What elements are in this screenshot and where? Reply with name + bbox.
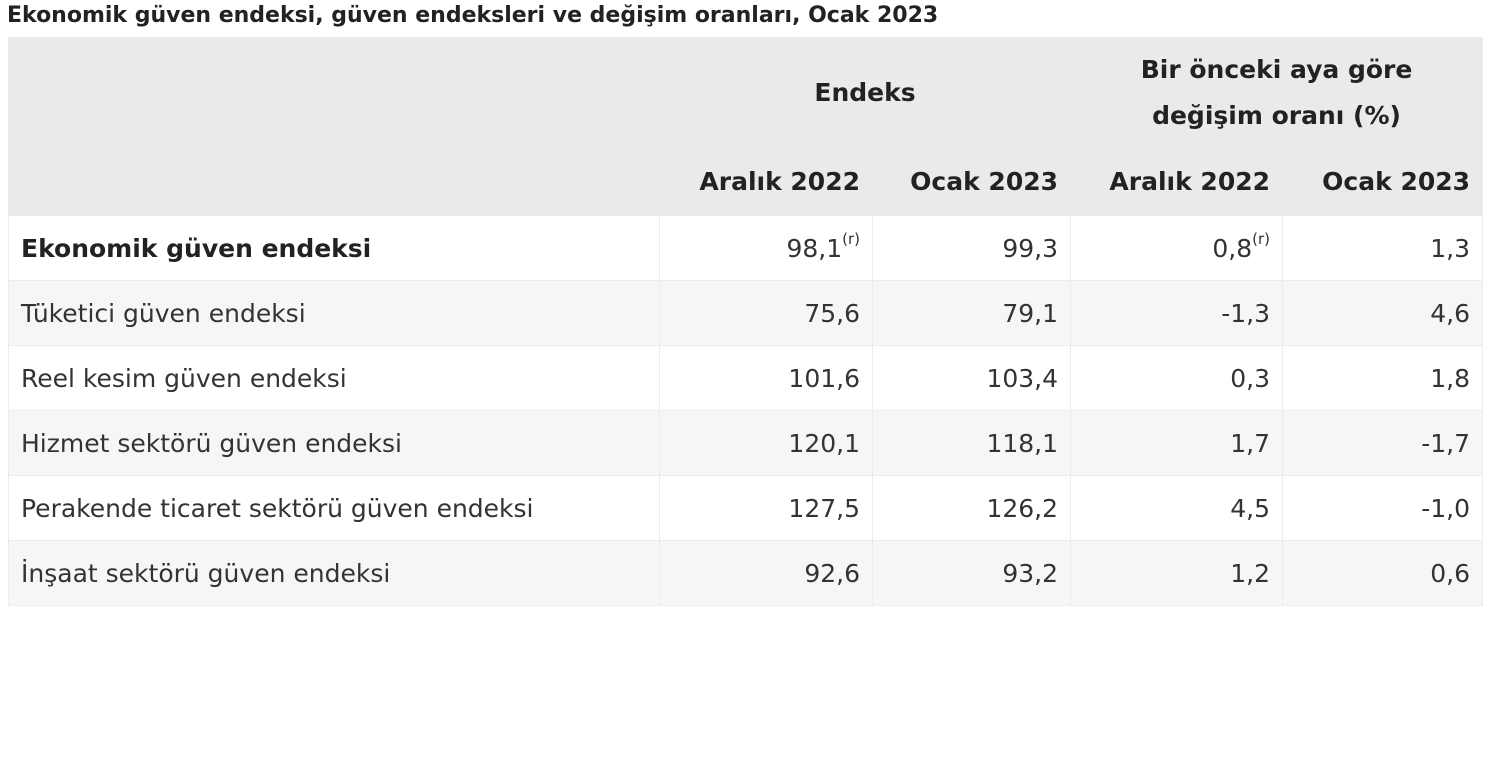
header-row-groups: Endeks Bir önceki aya göre değişim oranı… bbox=[8, 37, 1484, 148]
cell-index-dec-2022: 92,6 bbox=[659, 540, 873, 606]
header-group-index: Endeks bbox=[658, 37, 1072, 148]
confidence-index-table: Endeks Bir önceki aya göre değişim oranı… bbox=[8, 37, 1484, 606]
revised-note: (r) bbox=[1252, 229, 1271, 248]
cell-change-jan-2023: 4,6 bbox=[1282, 280, 1484, 346]
header-empty-cell bbox=[8, 37, 660, 148]
header-col-change-jan-2023: Ocak 2023 bbox=[1282, 147, 1484, 216]
cell-change-dec-2022: 0,8(r) bbox=[1070, 215, 1284, 281]
header-col-index-dec-2022: Aralık 2022 bbox=[659, 147, 873, 216]
cell-change-dec-2022: 1,2 bbox=[1070, 540, 1284, 606]
header-group-change-line1: Bir önceki aya göre bbox=[1140, 54, 1413, 84]
row-label: Reel kesim güven endeksi bbox=[8, 345, 660, 411]
cell-index-dec-2022: 98,1(r) bbox=[659, 215, 873, 281]
header-col-change-dec-2022: Aralık 2022 bbox=[1070, 147, 1284, 216]
cell-change-dec-2022: 4,5 bbox=[1070, 475, 1284, 541]
cell-index-jan-2023: 93,2 bbox=[871, 540, 1072, 606]
row-label: İnşaat sektörü güven endeksi bbox=[8, 540, 660, 606]
cell-index-jan-2023: 103,4 bbox=[871, 345, 1072, 411]
header-col-index-jan-2023: Ocak 2023 bbox=[871, 147, 1072, 216]
cell-index-dec-2022: 75,6 bbox=[659, 280, 873, 346]
cell-change-dec-2022: 0,3 bbox=[1070, 345, 1284, 411]
cell-index-dec-2022: 120,1 bbox=[659, 410, 873, 476]
header-row-months: Aralık 2022 Ocak 2023 Aralık 2022 Ocak 2… bbox=[8, 147, 1484, 216]
table-row: Ekonomik güven endeksi 98,1(r) 99,3 0,8(… bbox=[8, 215, 1484, 281]
cell-change-jan-2023: 1,3 bbox=[1282, 215, 1484, 281]
cell-change-jan-2023: -1,0 bbox=[1282, 475, 1484, 541]
header-group-change-line2: değişim oranı (%) bbox=[1152, 100, 1401, 130]
header-empty-cell bbox=[8, 147, 660, 216]
table-row: İnşaat sektörü güven endeksi 92,6 93,2 1… bbox=[8, 540, 1484, 606]
table-row: Tüketici güven endeksi 75,6 79,1 -1,3 4,… bbox=[8, 280, 1484, 346]
cell-change-dec-2022: -1,3 bbox=[1070, 280, 1284, 346]
table-row: Reel kesim güven endeksi 101,6 103,4 0,3… bbox=[8, 345, 1484, 411]
cell-change-jan-2023: -1,7 bbox=[1282, 410, 1484, 476]
cell-index-jan-2023: 79,1 bbox=[871, 280, 1072, 346]
table-row: Perakende ticaret sektörü güven endeksi … bbox=[8, 475, 1484, 541]
cell-index-dec-2022: 127,5 bbox=[659, 475, 873, 541]
cell-index-dec-2022: 101,6 bbox=[659, 345, 873, 411]
row-label: Ekonomik güven endeksi bbox=[8, 215, 660, 281]
row-label: Perakende ticaret sektörü güven endeksi bbox=[8, 475, 660, 541]
row-label: Hizmet sektörü güven endeksi bbox=[8, 410, 660, 476]
table-title: Ekonomik güven endeksi, güven endeksleri… bbox=[7, 3, 939, 28]
cell-change-jan-2023: 0,6 bbox=[1282, 540, 1484, 606]
cell-index-jan-2023: 99,3 bbox=[871, 215, 1072, 281]
cell-change-jan-2023: 1,8 bbox=[1282, 345, 1484, 411]
cell-change-dec-2022: 1,7 bbox=[1070, 410, 1284, 476]
cell-index-jan-2023: 118,1 bbox=[871, 410, 1072, 476]
cell-index-jan-2023: 126,2 bbox=[871, 475, 1072, 541]
revised-note: (r) bbox=[842, 229, 860, 248]
row-label: Tüketici güven endeksi bbox=[8, 280, 660, 346]
table-row: Hizmet sektörü güven endeksi 120,1 118,1… bbox=[8, 410, 1484, 476]
header-group-change: Bir önceki aya göre değişim oranı (%) bbox=[1070, 37, 1484, 148]
